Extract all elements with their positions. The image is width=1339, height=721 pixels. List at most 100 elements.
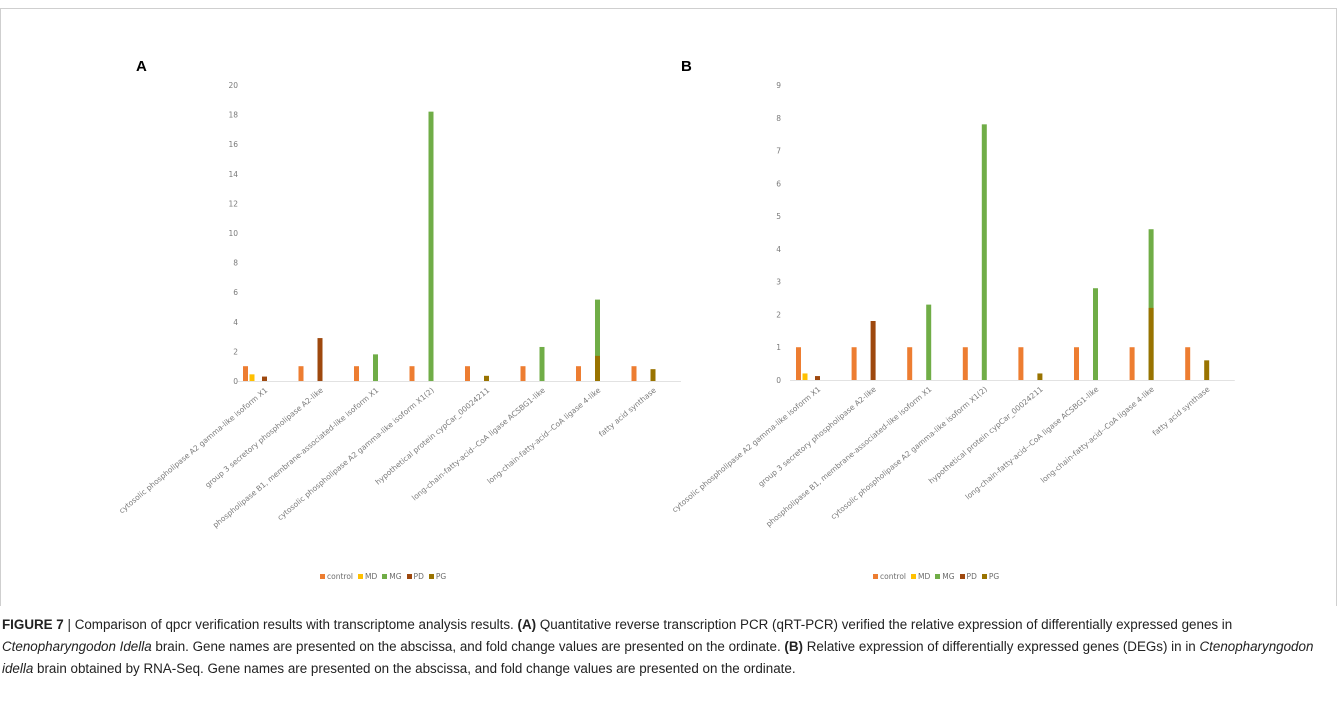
y-tick-label-a: 4 [233,318,238,327]
y-tick-label-a: 8 [233,259,238,268]
y-tick-label-a: 12 [228,199,238,208]
legend-item-pg: PG [981,572,999,581]
bar-md-b [802,373,808,380]
y-tick-label-b: 3 [776,278,781,287]
bar-mg-a [428,111,434,381]
y-tick-label-a: 20 [228,81,238,90]
y-tick-label-a: 2 [233,347,238,356]
legend-a: control MD MG PD PG [320,572,446,581]
y-tick-label-b: 5 [776,212,781,221]
legend-swatch [935,574,941,579]
legend-swatch [959,574,965,579]
caption-species-2: Ctenopharyngodon idella [2,639,1314,676]
y-tick-label-a: 10 [228,229,238,238]
x-category-label-b: long-chain-fatty-acid--CoA ligase 4-like [1039,384,1156,484]
bar-control-b [907,347,913,380]
legend-swatch [358,574,363,579]
bar-control-a [298,366,304,381]
legend-label: control [327,572,353,581]
bar-pg-b [1148,307,1154,380]
legend-label: PG [435,572,447,581]
x-category-label-b: fatty acid synthase [1151,384,1212,437]
legend-swatch [382,574,388,579]
legend-label: control [880,572,906,581]
bar-mg-b [1148,229,1154,380]
bar-control-a [243,366,248,381]
y-tick-label-b: 4 [776,245,781,254]
bar-control-b [1129,347,1135,380]
bar-pd-b [815,376,820,380]
bar-mg-b [981,124,987,380]
legend-label: PD [413,572,424,581]
legend-item-mg: MG [935,572,955,581]
legend-swatch [981,574,987,579]
bar-mg-a [595,299,600,381]
panel-letter-b: B [681,58,692,75]
bar-control-b [1185,347,1191,380]
bar-control-a [576,366,581,381]
bar-md-a [249,374,255,381]
bar-pg-b [1037,373,1043,380]
bar-pd-a [317,338,323,381]
figure-frame [0,8,1337,606]
bar-control-b [796,347,801,380]
legend-swatch [320,574,325,579]
legend-item-pg: PG [428,572,447,581]
legend-swatch [911,574,916,579]
bar-pd-a [262,376,267,381]
bar-control-b [962,347,968,380]
y-tick-label-b: 6 [776,179,781,188]
figure-label: FIGURE 7 [2,617,64,632]
bar-control-a [409,366,415,381]
legend-item-control: control [320,572,353,581]
legend-swatch [406,574,412,579]
bar-control-b [851,347,857,380]
legend-swatch [428,574,434,579]
y-tick-label-b: 2 [776,310,781,319]
legend-swatch [873,574,878,579]
legend-item-control: control [873,572,906,581]
caption-text-4: Relative expression of differentially ex… [803,639,1200,654]
caption-ref-a: (A) [517,617,537,632]
bar-pd-b [870,321,876,380]
bar-pg-a [595,355,600,381]
legend-item-pd: PD [959,572,977,581]
x-category-label-b: group 3 secretory phospholipase A2-like [756,384,878,488]
legend-b: control MD MG PD PG [873,572,999,581]
caption-species-1: Ctenopharyngodon Idella [2,639,152,654]
legend-label: MD [918,572,931,581]
legend-label: MD [365,572,378,581]
legend-label: PD [966,572,977,581]
caption-text-3: brain. Gene names are presented on the a… [151,639,785,654]
caption-text-5: brain obtained by RNA-Seq. Gene names ar… [33,661,796,676]
bar-control-a [631,366,637,381]
legend-label: MG [942,572,955,581]
panel-letter-a: A [136,58,147,75]
bar-mg-b [926,304,932,380]
bar-mg-b [1093,288,1098,380]
caption-text-2: Quantitative reverse transcription PCR (… [536,617,1233,632]
bar-control-a [354,366,359,381]
y-tick-label-a: 0 [233,377,238,386]
bar-control-a [520,366,526,381]
bar-mg-a [373,354,378,381]
bar-control-b [1074,347,1079,380]
caption-ref-b: (B) [784,639,804,654]
y-tick-label-a: 18 [228,111,238,120]
bar-pg-b [1204,360,1210,380]
bar-pg-a [484,375,489,381]
x-category-label-b: hypothetical protein cypCar_00024211 [927,384,1045,485]
bar-mg-a [539,346,545,381]
legend-item-mg: MG [382,572,402,581]
bar-control-a [465,366,470,381]
caption-separator: | [63,617,75,632]
legend-label: MG [389,572,402,581]
legend-item-md: MD [358,572,377,581]
bar-control-b [1018,347,1024,380]
y-tick-label-b: 7 [776,147,781,156]
y-tick-label-a: 14 [228,170,238,179]
legend-item-md: MD [911,572,930,581]
y-tick-label-b: 9 [776,81,781,90]
